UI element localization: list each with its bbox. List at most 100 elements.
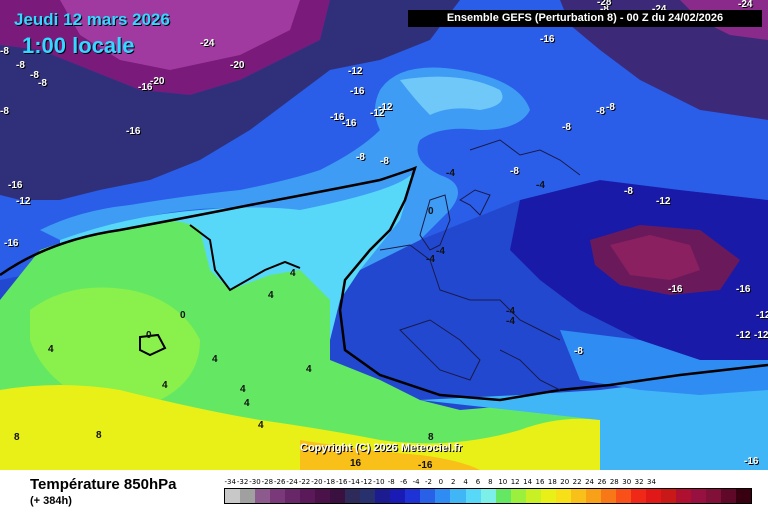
map-label: -16 [8, 180, 23, 191]
copyright: Copyright (C) 2026 Meteociel.fr [300, 442, 462, 454]
scale-swatch [645, 489, 661, 503]
map-label: -12 [370, 108, 385, 119]
map-label: 0 [180, 310, 186, 321]
model-info: Ensemble GEFS (Perturbation 8) - 00 Z du… [408, 10, 762, 27]
scale-label: 6 [475, 478, 481, 486]
cold-area-scandinavia [560, 0, 768, 120]
map-label: -12 [16, 196, 31, 207]
scale-label: -12 [360, 478, 373, 486]
coastline-south [399, 319, 561, 391]
scale-label: 0 [438, 478, 444, 486]
map-label: 4 [258, 420, 264, 431]
legend-footer: Température 850hPa (+ 384h) -34 -32 -30 -28… [0, 470, 768, 512]
map-label: 0 [428, 206, 434, 217]
scale-label: -26 [274, 478, 286, 486]
scale-label: 22 [572, 478, 582, 486]
map-label: -16 [540, 34, 555, 45]
map-label: -12 [656, 196, 671, 207]
map-label: -8 [606, 102, 615, 113]
map-label: 4 [212, 354, 218, 365]
scale-label: 2 [450, 478, 456, 486]
map-label: -24 [652, 4, 666, 15]
scale-swatch [480, 489, 496, 503]
scale-swatch [255, 489, 271, 503]
scale-label: 12 [510, 478, 520, 486]
scale-label: -22 [298, 478, 311, 486]
scale-label: -10 [373, 478, 385, 486]
map-label: -16 [138, 82, 153, 93]
scale-swatch [736, 489, 752, 503]
scale-swatch [390, 489, 406, 503]
scale-swatch [540, 489, 556, 503]
scale-label: 18 [547, 478, 557, 486]
map-label: 0 [146, 330, 152, 341]
scale-label: -34 [224, 478, 236, 486]
scale-swatch [435, 489, 451, 503]
map-label: -4 [506, 306, 515, 317]
map-label: -20 [150, 76, 165, 87]
forecast-date: Jeudi 12 mars 2026 [14, 10, 170, 29]
map-label: -4 [506, 316, 515, 327]
scale-label: -14 [348, 478, 360, 486]
map-label: 4 [244, 398, 250, 409]
scale-swatch [495, 489, 511, 503]
scale-label: 28 [609, 478, 619, 486]
map-label: -8 [574, 346, 583, 357]
scale-label: 24 [585, 478, 594, 486]
scale-swatch [660, 489, 676, 503]
scale-label: -24 [286, 478, 298, 486]
map-label: -8 [510, 166, 519, 177]
scale-swatch [555, 489, 571, 503]
map-label: -4 [436, 246, 445, 257]
extreme-cold-core [60, 0, 300, 70]
scale-swatch [570, 489, 586, 503]
map-label: -8 [0, 106, 9, 117]
map-label: 8 [428, 432, 434, 443]
forecast-time: 1:00 locale [22, 33, 135, 58]
scale-swatch [510, 489, 526, 503]
map-label: -8 [0, 46, 9, 57]
yellow-area [0, 385, 600, 470]
scale-label: -4 [412, 478, 420, 486]
scale-swatch [721, 489, 737, 503]
map-label: 4 [240, 384, 246, 395]
scale-swatch [330, 489, 346, 503]
coldest-core-east-europe [610, 235, 700, 280]
map-label: -16 [350, 86, 365, 97]
coastline-scandinavia [469, 139, 581, 176]
map-label: -20 [230, 60, 245, 71]
scale-label: 34 [647, 478, 656, 486]
cold-belt-north [0, 0, 460, 200]
map-label: -12 [348, 66, 363, 77]
scale-label: -30 [249, 478, 261, 486]
map-label: -16 [342, 118, 357, 129]
map-label: -12 [378, 102, 393, 113]
weather-map: Jeudi 12 mars 2026 1:00 locale Ensemble … [0, 0, 768, 470]
map-label: -8 [30, 70, 39, 81]
scale-label: 8 [488, 478, 493, 486]
map-label: -4 [426, 254, 435, 265]
zero-contour-small [139, 333, 167, 357]
map-label: -8 [596, 106, 605, 117]
map-label: 4 [162, 380, 168, 391]
coastline [379, 189, 561, 341]
scale-label: -8 [387, 478, 395, 486]
scale-swatch [300, 489, 316, 503]
south-east-blue [560, 330, 768, 395]
scale-label: -20 [311, 478, 323, 486]
scale-label: 14 [523, 478, 533, 486]
scale-swatch [345, 489, 361, 503]
variable-title: Température 850hPa [30, 476, 177, 493]
scale-label: -28 [261, 478, 274, 486]
scale-swatch [405, 489, 421, 503]
map-label: -24 [200, 38, 215, 49]
map-label: -8 [38, 78, 47, 89]
map-label: -16 [4, 238, 19, 249]
scale-swatch [225, 489, 241, 503]
scale-label: -2 [424, 478, 432, 486]
scale-swatch [285, 489, 301, 503]
scale-label: 26 [597, 478, 607, 486]
scale-swatch [600, 489, 616, 503]
scale-swatch [706, 489, 722, 503]
map-label: -8 [624, 186, 633, 197]
